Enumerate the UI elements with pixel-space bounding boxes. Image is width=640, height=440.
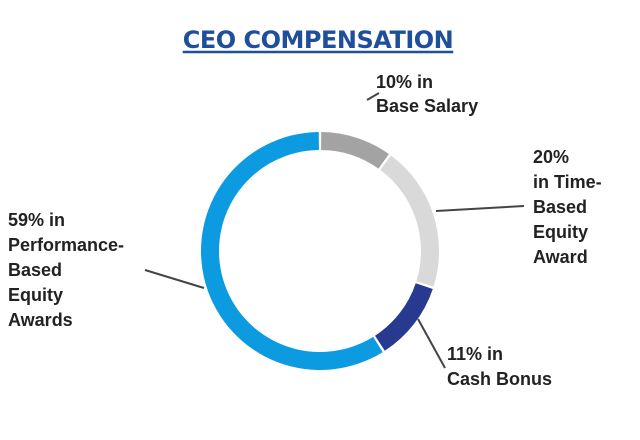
leader-lines	[144, 92, 525, 369]
slice-label-line: Based	[8, 260, 62, 280]
donut-slices	[201, 132, 439, 371]
chart-title: CEO COMPENSATION	[183, 26, 454, 54]
slice-label-line: 11% in	[447, 344, 503, 364]
slice-label-line: Equity	[8, 285, 63, 305]
slice-label-time-based-equity: 20% in Time- Based Equity Award	[533, 147, 602, 267]
slice-label-line: Awards	[8, 310, 73, 330]
slice-time-based-equity	[380, 155, 439, 287]
slice-label-line: Award	[533, 247, 588, 267]
slice-label-line: 59% in	[8, 210, 65, 230]
slice-label-cash-bonus: 11% in Cash Bonus	[447, 344, 552, 389]
slice-label-line: Cash Bonus	[447, 369, 552, 389]
slice-performance-based-equity	[201, 132, 383, 371]
leader-line-performance-based-equity	[144, 269, 205, 289]
slice-label-line: 10% in	[376, 72, 433, 92]
leader-line-cash-bonus	[417, 318, 446, 369]
slice-label-line: Based	[533, 197, 587, 217]
slice-label-line: Performance-	[8, 235, 124, 255]
slice-label-line: Base Salary	[376, 96, 478, 116]
slice-cash-bonus	[375, 283, 433, 351]
slice-label-line: Equity	[533, 222, 588, 242]
leader-line-base-salary	[366, 92, 380, 101]
slice-base-salary	[321, 132, 389, 169]
leader-line-time-based-equity	[435, 205, 525, 212]
slice-label-base-salary: 10% in Base Salary	[376, 72, 478, 116]
slice-label-line: in Time-	[533, 172, 602, 192]
slice-labels: 10% in Base Salary 20% in Time- Based Equity A…	[8, 72, 602, 389]
slice-label-performance-based-equity: 59% in Performance- Based Equity Awards	[8, 210, 124, 330]
slice-label-line: 20%	[533, 147, 569, 167]
